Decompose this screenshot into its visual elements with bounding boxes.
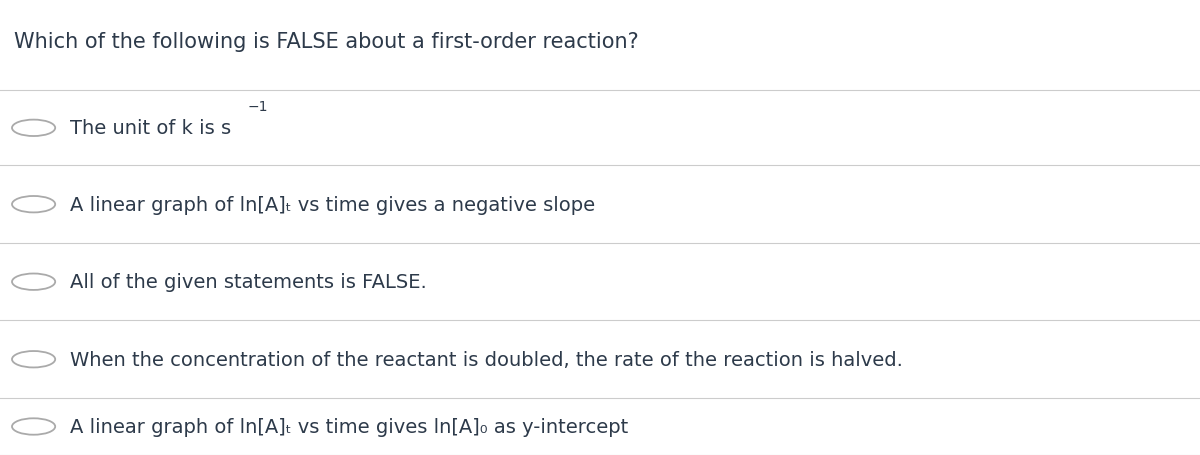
Text: A linear graph of ln[A]ₜ vs time gives ln[A]₀ as y-intercept: A linear graph of ln[A]ₜ vs time gives l… — [70, 417, 628, 436]
Text: Which of the following is FALSE about a first-order reaction?: Which of the following is FALSE about a … — [14, 32, 640, 52]
Text: A linear graph of ln[A]ₜ vs time gives a negative slope: A linear graph of ln[A]ₜ vs time gives a… — [70, 195, 595, 214]
Text: When the concentration of the reactant is doubled, the rate of the reaction is h: When the concentration of the reactant i… — [70, 350, 902, 369]
Text: All of the given statements is FALSE.: All of the given statements is FALSE. — [70, 273, 426, 292]
Text: The unit of k is s: The unit of k is s — [70, 119, 230, 138]
Text: −1: −1 — [247, 100, 268, 114]
